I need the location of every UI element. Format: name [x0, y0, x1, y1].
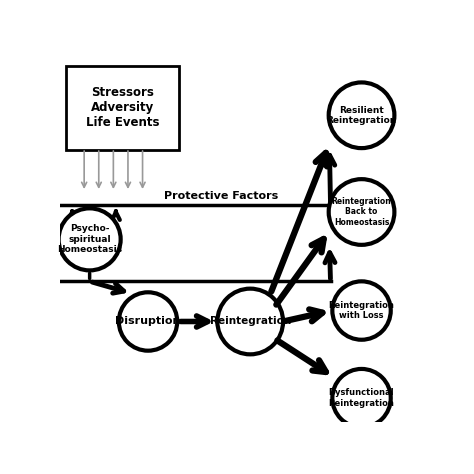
Circle shape — [119, 292, 177, 351]
Circle shape — [59, 209, 121, 270]
Text: Psycho-
spiritual
Homeostasis: Psycho- spiritual Homeostasis — [57, 225, 122, 254]
Circle shape — [332, 369, 391, 428]
Text: Disruption: Disruption — [115, 317, 181, 327]
Text: Protective Factors: Protective Factors — [164, 191, 279, 201]
Text: Dysfunctional
Reintegration: Dysfunctional Reintegration — [328, 388, 394, 408]
Text: Resilient
Reintegration: Resilient Reintegration — [327, 106, 397, 125]
FancyBboxPatch shape — [66, 66, 179, 150]
Text: Reintegration: Reintegration — [210, 317, 291, 327]
Circle shape — [218, 289, 283, 355]
Text: Reintegration
with Loss: Reintegration with Loss — [328, 301, 394, 320]
Circle shape — [332, 282, 391, 340]
Circle shape — [328, 82, 394, 148]
Text: Stressors
Adversity
Life Events: Stressors Adversity Life Events — [86, 86, 159, 129]
Circle shape — [328, 179, 394, 245]
Text: Reintegration
Back to
Homeostasis: Reintegration Back to Homeostasis — [332, 197, 392, 227]
